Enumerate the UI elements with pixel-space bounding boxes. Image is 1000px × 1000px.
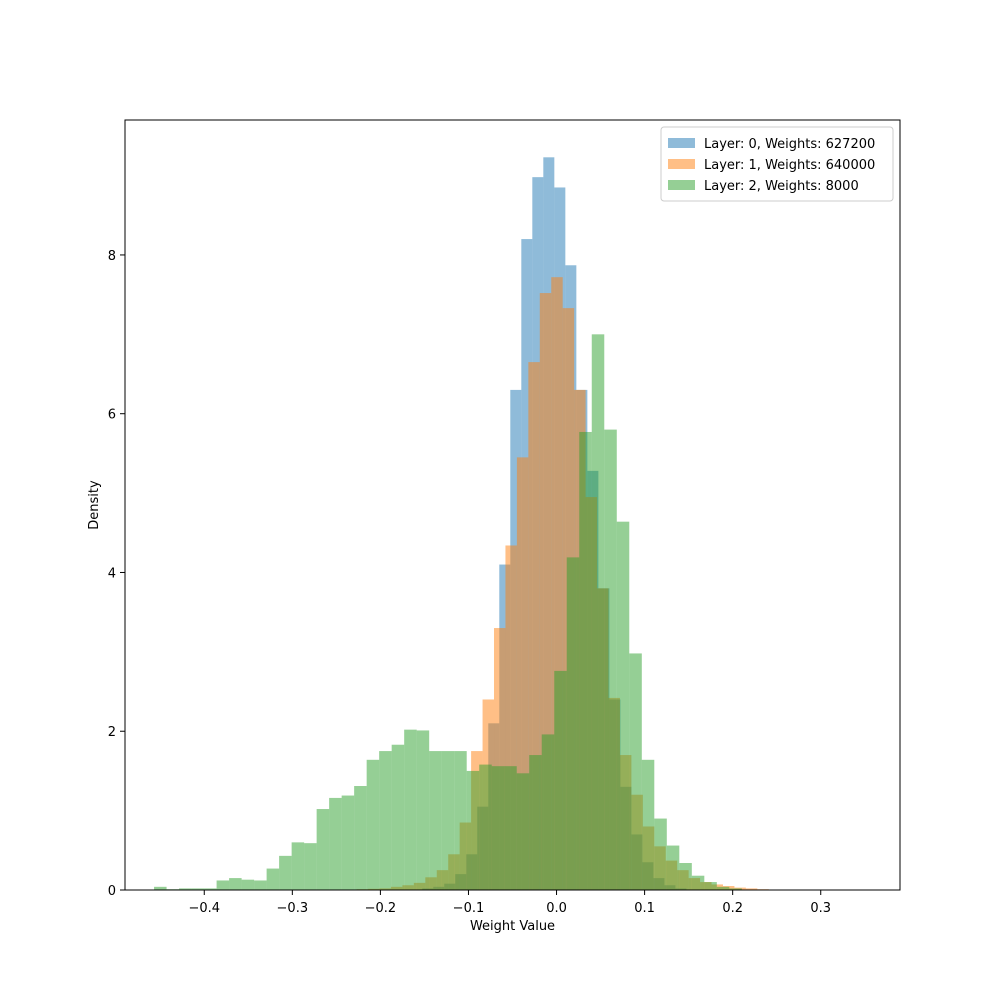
legend-label: Layer: 2, Weights: 8000 [704, 179, 859, 194]
histogram-bar [354, 786, 367, 890]
x-tick-label: 0.3 [810, 901, 831, 916]
histogram-bar [416, 730, 430, 890]
histogram-bar [616, 521, 630, 890]
histogram-bar [505, 545, 517, 890]
histogram-bar [541, 734, 555, 890]
histogram-bar [154, 886, 167, 890]
histogram-bar [291, 842, 305, 890]
plot-frame [124, 119, 901, 891]
x-tick-label: −0.2 [365, 901, 397, 916]
histogram-bar [529, 755, 542, 890]
histogram-bar [379, 751, 392, 890]
histogram-bar [304, 843, 317, 890]
x-tick-label: −0.3 [277, 901, 309, 916]
series-2 [154, 334, 742, 891]
legend-swatch [668, 138, 695, 148]
histogram-bar [691, 875, 705, 890]
x-tick-label: −0.4 [188, 901, 220, 916]
legend: Layer: 0, Weights: 627200 Layer: 1, Weigh… [660, 126, 894, 202]
histogram-bar [679, 863, 692, 890]
y-tick-label: 4 [108, 566, 116, 581]
histogram-bar [266, 868, 280, 890]
bars-layer [154, 157, 781, 891]
histogram-bar [528, 362, 540, 890]
histogram-bar [254, 880, 267, 890]
histogram-bar [516, 773, 530, 890]
y-tick-label: 2 [108, 725, 116, 740]
legend-swatch [668, 180, 695, 190]
histogram-bar [404, 729, 417, 890]
histogram-bar [441, 751, 455, 890]
histogram-bar [241, 879, 255, 890]
histogram-bar [629, 653, 642, 890]
histogram-bar [516, 457, 529, 890]
histogram-bar [216, 880, 230, 890]
histogram-bar [466, 770, 480, 890]
histogram-bar [654, 818, 667, 890]
legend-label: Layer: 1, Weights: 640000 [704, 158, 875, 173]
histogram-bar [745, 888, 758, 890]
histogram-bar [641, 759, 655, 890]
histogram-bar [191, 888, 205, 890]
histogram-bar [704, 882, 717, 890]
y-tick-label: 6 [108, 408, 116, 423]
histogram-bar [204, 888, 217, 890]
histogram-bar [551, 277, 563, 890]
histogram-bar [504, 766, 517, 890]
histogram-bar [591, 334, 605, 891]
x-tick-label: −0.1 [453, 901, 485, 916]
y-tick-label: 8 [108, 249, 116, 264]
y-axis-label: Density [87, 480, 102, 530]
histogram-bar [716, 886, 730, 890]
legend-box [660, 126, 894, 202]
histogram-bar [329, 797, 342, 890]
x-axis-label: Weight Value [470, 919, 555, 934]
histogram-bar [539, 293, 552, 890]
x-tick-label: 0.1 [634, 901, 655, 916]
histogram-bar [179, 888, 192, 890]
y-axis: 0 2 4 6 8 [108, 249, 125, 899]
legend-label: Layer: 0, Weights: 627200 [704, 137, 875, 152]
histogram-bar [279, 855, 292, 890]
histogram-bar [229, 878, 242, 890]
histogram-bar [579, 431, 592, 890]
histogram-bar [391, 744, 405, 890]
x-axis: −0.4 −0.3 −0.2 −0.1 0.0 0.1 0.2 0.3 [188, 890, 831, 916]
histogram-bar [604, 429, 617, 890]
histogram-bar [316, 809, 330, 890]
histogram-bar [366, 759, 380, 890]
histogram-bar [341, 795, 355, 890]
x-tick-label: 0.0 [546, 901, 567, 916]
x-tick-label: 0.2 [722, 901, 743, 916]
histogram-bar [554, 670, 567, 890]
histogram-bar [454, 751, 467, 890]
histogram-bar [491, 766, 505, 890]
histogram-bar [429, 751, 442, 890]
y-tick-label: 0 [108, 884, 116, 899]
legend-swatch [668, 159, 695, 169]
histogram-bar [666, 845, 680, 890]
histogram-bar [566, 557, 580, 890]
histogram-bar [479, 764, 492, 890]
histogram-bar [494, 628, 506, 890]
histogram-bar [729, 888, 742, 890]
